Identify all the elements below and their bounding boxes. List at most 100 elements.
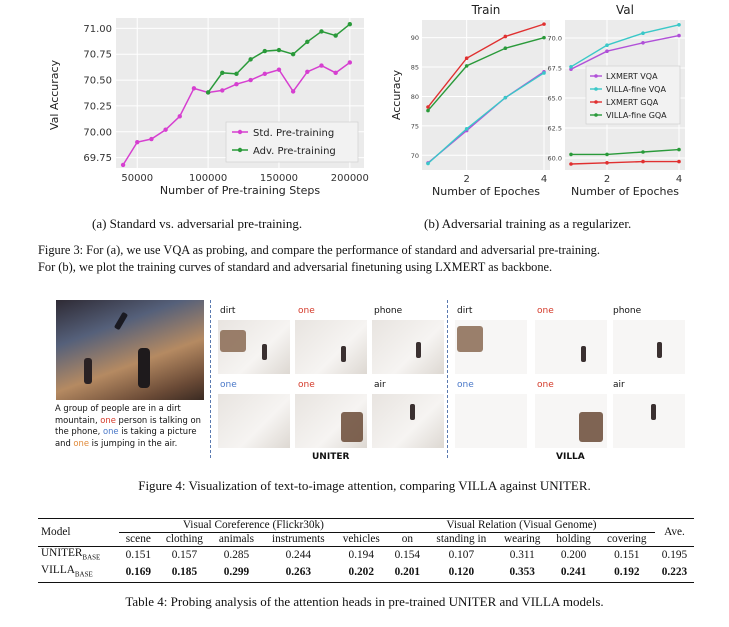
desc-highlight-one-2: one: [102, 426, 119, 436]
table-cell: 0.202: [348, 566, 374, 579]
subcol-header: vehicles: [342, 533, 380, 545]
y-tick-label: 65.0: [548, 95, 562, 103]
val-title: Val: [616, 3, 634, 17]
series-line-1-0: [570, 34, 680, 70]
uniter-word-phone: phone: [374, 306, 403, 316]
legend: LXMERT VQA VILLA-fine VQA LXMERT GQA VIL…: [585, 65, 681, 125]
subcol-header: animals: [218, 533, 255, 545]
desc-part-6: is taking a picture: [118, 426, 197, 436]
x-tick-label: 50000: [121, 173, 153, 184]
x-tick-label: 4: [541, 174, 547, 185]
data-point: [677, 159, 681, 164]
table-cell: 0.285: [223, 549, 250, 562]
uniter-attention-map: [218, 394, 290, 448]
y-tick-label: 75: [411, 122, 419, 130]
data-point: [503, 95, 508, 100]
data-point: [163, 127, 168, 132]
data-point: [569, 65, 573, 69]
table-cell: 0.169: [125, 566, 152, 579]
model-name: VILLA: [41, 564, 75, 577]
data-point: [503, 46, 508, 51]
villa-word-one-1: one: [537, 306, 554, 316]
data-point: [319, 29, 324, 34]
model-name: UNITER: [41, 547, 83, 559]
table-cell: 0.192: [614, 566, 640, 579]
uniter-word-dirt: dirt: [220, 306, 236, 316]
data-point: [191, 86, 197, 91]
uniter-panel: dirt one phone one one air: [218, 306, 444, 456]
data-point: [464, 56, 469, 61]
y-tick-label: 70.50: [83, 76, 112, 87]
villa-attention-map: [455, 394, 527, 448]
data-point: [677, 147, 681, 152]
x-tick-label: 100000: [189, 173, 227, 184]
data-point: [276, 47, 282, 53]
legend-villa-vqa: VILLA-fine VQA: [606, 85, 666, 94]
uniter-attention-map: [218, 320, 290, 374]
x-axis-label: Number of Pre-training Steps: [160, 184, 320, 197]
table4: Model Visual Coreference (Flickr30k) Vis…: [38, 518, 694, 583]
data-point: [205, 90, 211, 95]
villa-label: VILLA: [556, 452, 585, 462]
data-point: [677, 23, 681, 27]
figure3-caption-line1: Figure 3: For (a), we use VQA as probing…: [38, 243, 600, 257]
legend-lxmert-vqa: LXMERT VQA: [606, 72, 658, 81]
table-cell: 0.200: [560, 549, 587, 562]
villa-word-phone: phone: [613, 306, 642, 316]
desc-highlight-one-3: one: [73, 437, 90, 448]
data-point: [569, 152, 573, 157]
uniter-label: UNITER: [312, 452, 350, 462]
subcol-header: holding: [556, 533, 591, 545]
uniter-attention-map: [372, 394, 444, 448]
villa-word-one-2: one: [457, 380, 474, 390]
data-point: [220, 88, 225, 93]
data-point: [426, 108, 430, 113]
series-line-0-2: [427, 23, 545, 108]
desc-part-3: person is talking on: [115, 414, 201, 425]
uniter-word-air: air: [374, 380, 386, 390]
figure4-caption: Figure 4: Visualization of text-to-image…: [138, 478, 591, 493]
villa-attention-map: [535, 394, 607, 448]
group-visual-coreference: Visual Coreference (Flickr30k): [118, 518, 388, 533]
series-line-1-1: [570, 24, 680, 68]
y-tick-label: 90: [411, 34, 419, 42]
data-point: [542, 35, 546, 40]
row-model: UNITERBASE: [38, 547, 119, 565]
uniter-attention-map: [295, 320, 367, 374]
data-point: [542, 22, 546, 26]
table-cell: 0.194: [348, 549, 374, 562]
y-tick-label: 85: [411, 64, 419, 72]
data-point: [248, 57, 253, 62]
y-tick-label: 71.00: [83, 24, 112, 35]
data-point: [464, 127, 469, 131]
table4-caption: Table 4: Probing analysis of the attenti…: [125, 594, 604, 609]
data-point: [290, 89, 296, 94]
villa-panel: dirt one phone one one air: [455, 306, 687, 456]
subcol-header: wearing: [504, 533, 541, 545]
table-cell: 0.120: [448, 566, 475, 579]
train-title: Train: [471, 3, 501, 17]
desc-part-0: A group of people are in a dirt: [55, 403, 181, 413]
data-point: [333, 33, 338, 38]
desc-part-1: mountain,: [55, 414, 101, 425]
legend-villa-gqa: VILLA-fine GQA: [606, 111, 667, 120]
x-tick-label: 2: [463, 174, 469, 185]
data-point: [569, 162, 573, 166]
data-point: [262, 48, 267, 54]
data-point: [333, 70, 338, 76]
y-tick-label: 62.5: [548, 125, 562, 133]
data-point: [290, 52, 296, 57]
uniter-attention-map: [372, 320, 444, 374]
figure3b-caption: (b) Adversarial training as a regularize…: [424, 216, 632, 231]
data-point: [605, 49, 609, 53]
table-cell: 0.157: [171, 549, 198, 562]
series-line-0-1: [427, 72, 545, 165]
data-point: [120, 162, 126, 168]
table-cell: 0.185: [171, 566, 198, 579]
y-tick-label: 70.00: [83, 127, 112, 138]
x-tick-label: 150000: [260, 173, 298, 184]
train-plot-background: [422, 20, 550, 170]
col-ave: Ave.: [664, 526, 685, 538]
y-axis-label: Val Accuracy: [48, 59, 61, 130]
villa-attention-map: [613, 394, 685, 448]
